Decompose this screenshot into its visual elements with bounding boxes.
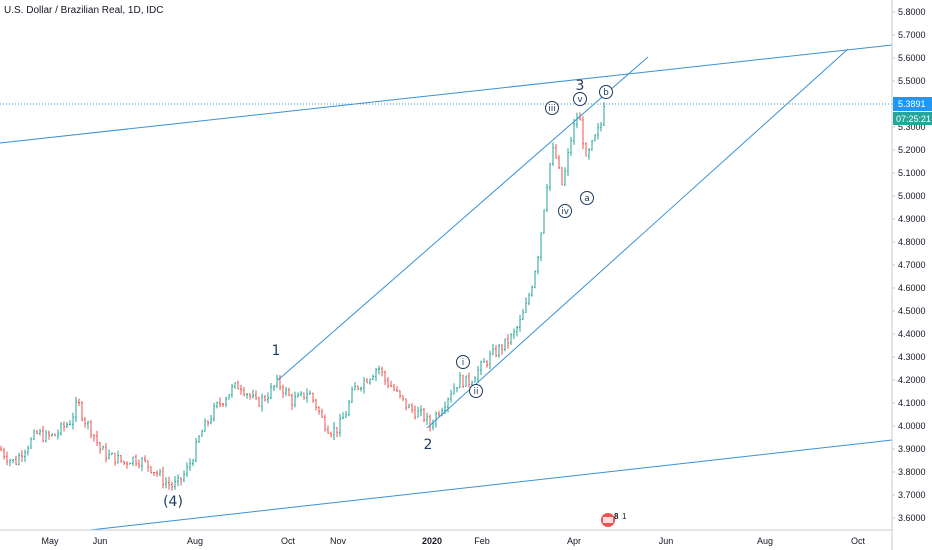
wave-label-2: 2	[424, 437, 433, 453]
wave-label-circle	[599, 85, 613, 99]
wave-label-a: a	[584, 194, 590, 204]
y-tick-label: 4.2000	[898, 375, 926, 385]
event-count-label: 8	[614, 512, 619, 521]
y-tick-label: 5.6000	[898, 53, 926, 63]
x-tick-label: Apr	[567, 536, 581, 546]
y-tick-label: 3.9000	[898, 444, 926, 454]
wave-label-circle	[580, 191, 594, 205]
y-tick-label: 3.8000	[898, 467, 926, 477]
candlestick-series	[0, 102, 605, 491]
chart-title: U.S. Dollar / Brazilian Real, 1D, IDC	[4, 5, 164, 16]
wave-label-1: 1	[272, 343, 281, 359]
y-tick-label: 5.2000	[898, 145, 926, 155]
wave-label-i: i	[462, 358, 465, 368]
x-tick-label: Aug	[757, 536, 773, 546]
wave-label-circle	[469, 384, 483, 398]
event-flag-stripe	[603, 517, 613, 523]
wave-label-3: 3	[576, 78, 585, 94]
y-tick-label: 5.1000	[898, 168, 926, 178]
y-tick-label: 4.9000	[898, 214, 926, 224]
x-tick-label: Jun	[93, 536, 108, 546]
x-tick-label: Nov	[330, 536, 347, 546]
y-tick-label: 4.1000	[898, 398, 926, 408]
wave-label-circle	[573, 92, 587, 106]
wave-label-ii: ii	[473, 387, 478, 397]
wave-label-circle	[558, 204, 572, 218]
y-tick-label: 5.0000	[898, 191, 926, 201]
trend-channel-lower	[426, 48, 849, 429]
y-tick-label: 4.8000	[898, 237, 926, 247]
price-tags: 5.3891 07:25:21	[893, 97, 932, 125]
x-tick-label: Oct	[281, 536, 296, 546]
current-price-label: 5.3891	[898, 99, 926, 109]
current-price-tag	[893, 97, 932, 111]
x-tick-label: Jun	[659, 536, 674, 546]
wave-label-v: v	[577, 95, 583, 105]
wave-label-b: b	[603, 88, 609, 98]
x-tick-label: 2020	[422, 536, 442, 546]
y-tick-label: 4.3000	[898, 352, 926, 362]
x-tick-label: Oct	[851, 536, 866, 546]
y-tick-label: 5.7000	[898, 30, 926, 40]
y-tick-label: 3.6000	[898, 513, 926, 523]
countdown-label: 07:25:21	[896, 114, 931, 124]
y-tick-label: 4.6000	[898, 283, 926, 293]
x-tick-label: Aug	[187, 536, 203, 546]
y-tick-label: 5.8000	[898, 7, 926, 17]
y-tick-label: 4.5000	[898, 306, 926, 316]
countdown-tag	[893, 112, 932, 125]
y-tick-label: 4.7000	[898, 260, 926, 270]
wave-label-4: (4)	[163, 494, 183, 510]
trend-channel-upper	[277, 56, 649, 381]
wave-label-iv: iv	[561, 207, 570, 217]
x-tick-label: May	[41, 536, 59, 546]
x-tick-label: Feb	[474, 536, 490, 546]
wave-label-circle	[545, 101, 559, 115]
upper-channel-line	[0, 44, 893, 144]
event-extra-label: 1	[622, 512, 627, 521]
lower-channel-line	[89, 439, 893, 531]
y-tick-label: 3.7000	[898, 490, 926, 500]
y-tick-label: 5.5000	[898, 76, 926, 86]
wave-label-iii: iii	[548, 104, 556, 114]
y-tick-label: 5.3000	[898, 122, 926, 132]
trendlines	[0, 44, 893, 531]
y-tick-label: 4.0000	[898, 421, 926, 431]
wave-label-circle	[456, 355, 470, 369]
y-tick-label: 4.4000	[898, 329, 926, 339]
